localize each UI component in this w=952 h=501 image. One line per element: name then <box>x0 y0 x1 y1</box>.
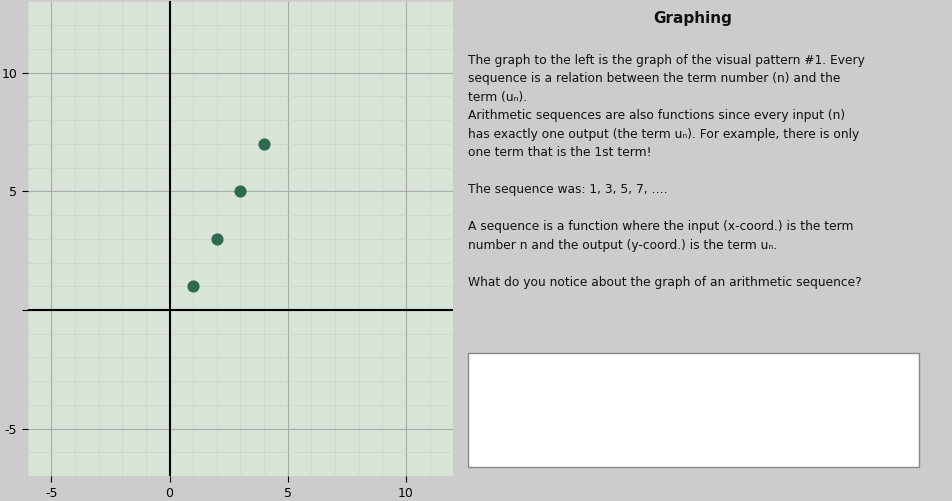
Point <box>256 140 271 148</box>
Text: The graph to the left is the graph of the visual pattern #1. Every
sequence is a: The graph to the left is the graph of th… <box>467 54 864 289</box>
Point <box>233 187 248 195</box>
Text: Graphing: Graphing <box>654 11 732 26</box>
Point <box>186 282 201 290</box>
FancyBboxPatch shape <box>467 353 919 467</box>
Point <box>209 235 225 243</box>
